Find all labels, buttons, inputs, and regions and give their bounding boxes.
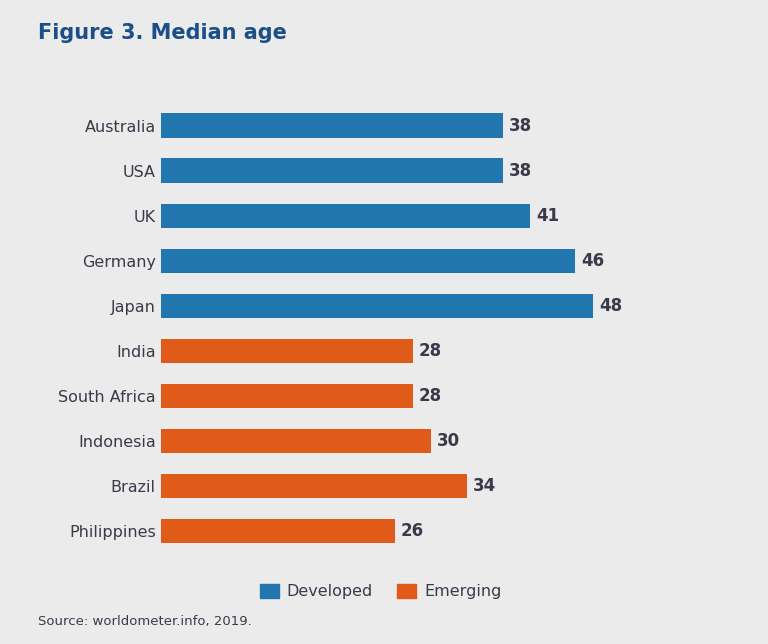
Legend: Developed, Emerging: Developed, Emerging bbox=[253, 577, 508, 605]
Text: 41: 41 bbox=[536, 207, 559, 225]
Bar bbox=[161, 204, 531, 228]
Text: 46: 46 bbox=[581, 252, 604, 270]
Text: 34: 34 bbox=[473, 477, 496, 495]
Bar bbox=[161, 249, 575, 273]
Bar bbox=[161, 113, 504, 138]
Bar bbox=[161, 158, 504, 184]
Bar bbox=[161, 429, 432, 453]
Bar bbox=[161, 384, 413, 408]
Text: Source: worldometer.info, 2019.: Source: worldometer.info, 2019. bbox=[38, 615, 252, 628]
Text: 28: 28 bbox=[419, 387, 442, 405]
Text: 30: 30 bbox=[437, 432, 460, 450]
Text: 38: 38 bbox=[509, 117, 532, 135]
Text: 28: 28 bbox=[419, 342, 442, 360]
Bar bbox=[161, 473, 468, 498]
Bar bbox=[161, 294, 594, 318]
Bar bbox=[161, 518, 396, 544]
Text: 38: 38 bbox=[509, 162, 532, 180]
Text: 48: 48 bbox=[599, 297, 622, 315]
Text: Figure 3. Median age: Figure 3. Median age bbox=[38, 23, 287, 43]
Bar bbox=[161, 339, 413, 363]
Text: 26: 26 bbox=[401, 522, 424, 540]
